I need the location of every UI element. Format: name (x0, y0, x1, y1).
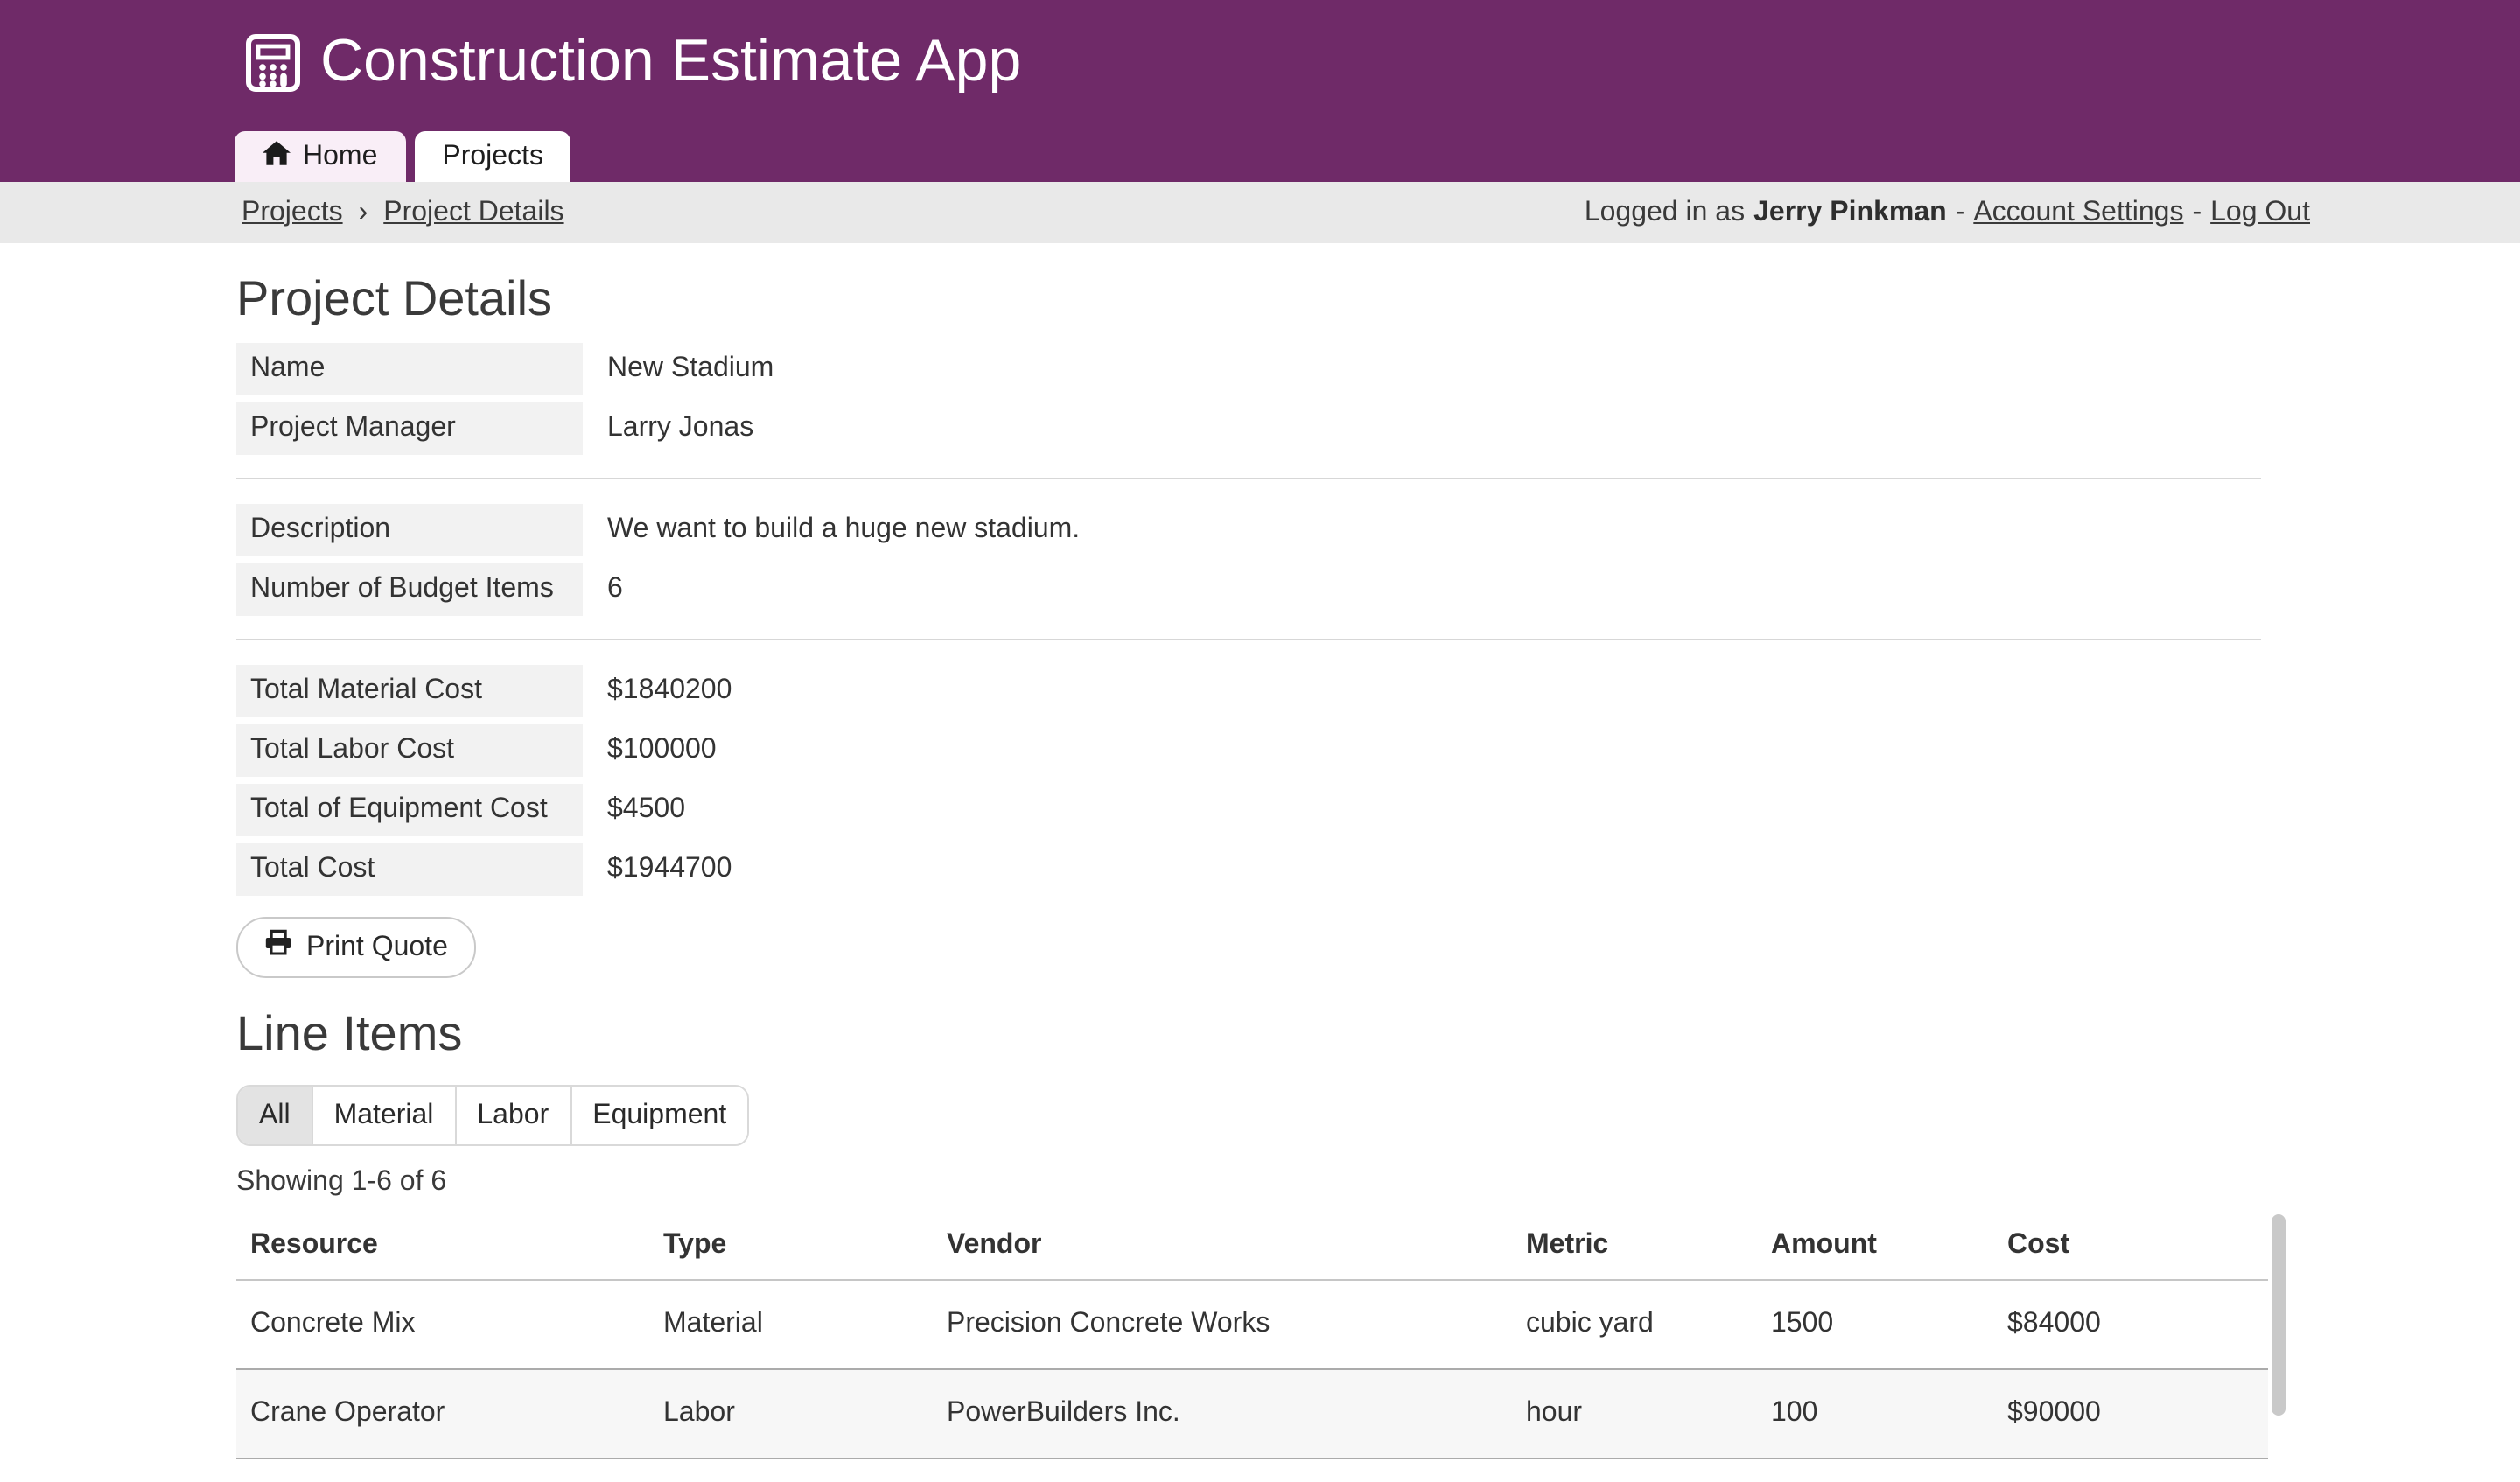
cell-resource: Crane Operator (236, 1369, 649, 1459)
home-icon (262, 139, 290, 174)
field-label: Name (236, 343, 583, 395)
field-value: 6 (607, 574, 623, 604)
cell-metric: cubic yard (1512, 1280, 1757, 1370)
breadcrumb-separator: › (358, 197, 368, 227)
cell-amount: 1500 (1757, 1280, 1993, 1370)
field-label: Description (236, 504, 583, 556)
field-row-budget-items: Number of Budget Items 6 (236, 563, 2520, 616)
cell-vendor: PowerBuilders Inc. (933, 1369, 1512, 1459)
line-items-title: Line Items (236, 1006, 463, 1060)
cell-amount: 100 (1757, 1369, 1993, 1459)
account-bar: Logged in as Jerry Pinkman - Account Set… (1585, 197, 2310, 228)
field-value: We want to build a huge new stadium. (607, 514, 1081, 544)
cell-cost: $84000 (1993, 1280, 2268, 1370)
column-header-cost: Cost (1993, 1213, 2268, 1281)
cell-cost: $90000 (1993, 1369, 2268, 1459)
line-items-scroll-area: Resource Type Vendor Metric Amount Cost … (236, 1213, 2286, 1459)
filter-all-button[interactable]: All (238, 1087, 313, 1144)
field-label: Total Labor Cost (236, 724, 583, 777)
field-value: $4500 (607, 794, 685, 824)
column-header-vendor: Vendor (933, 1213, 1512, 1281)
tab-home-label: Home (303, 141, 378, 171)
tab-home[interactable]: Home (234, 131, 406, 182)
table-row: Crane Operator Labor PowerBuilders Inc. … (236, 1369, 2268, 1459)
field-label: Total of Equipment Cost (236, 784, 583, 836)
tab-projects-label: Projects (442, 141, 543, 171)
logged-in-text: Logged in as (1584, 197, 1746, 227)
field-row-total-equipment-cost: Total of Equipment Cost $4500 (236, 784, 2520, 836)
printer-icon (264, 929, 292, 966)
filter-labor-button[interactable]: Labor (456, 1087, 572, 1144)
cell-type: Material (649, 1280, 933, 1370)
print-quote-label: Print Quote (306, 932, 448, 961)
field-row-description: Description We want to build a huge new … (236, 504, 2520, 556)
column-header-resource: Resource (236, 1213, 649, 1281)
table-header-row: Resource Type Vendor Metric Amount Cost (236, 1213, 2268, 1281)
field-label: Project Manager (236, 402, 583, 455)
vertical-scrollbar-thumb[interactable] (2272, 1214, 2286, 1416)
field-row-project-manager: Project Manager Larry Jonas (236, 402, 2520, 455)
field-label: Total Cost (236, 843, 583, 896)
field-value: New Stadium (607, 353, 774, 383)
page-title: Project Details (236, 271, 553, 325)
user-name: Jerry Pinkman (1754, 197, 1947, 227)
field-row-total-labor-cost: Total Labor Cost $100000 (236, 724, 2520, 777)
cell-metric: hour (1512, 1369, 1757, 1459)
column-header-amount: Amount (1757, 1213, 1993, 1281)
cell-vendor: Precision Concrete Works (933, 1280, 1512, 1370)
breadcrumb-projects-link[interactable]: Projects (242, 197, 343, 227)
filter-material-button[interactable]: Material (312, 1087, 457, 1144)
dash: - (1955, 197, 1965, 227)
main-content: Project Details Name New Stadium Project… (0, 271, 2520, 1459)
print-quote-button[interactable]: Print Quote (236, 917, 476, 978)
field-value: $1944700 (607, 854, 732, 884)
breadcrumb-project-details-link[interactable]: Project Details (383, 197, 564, 227)
calculator-icon (245, 32, 301, 92)
field-label: Total Material Cost (236, 665, 583, 717)
breadcrumb: Projects › Project Details (242, 197, 564, 228)
results-summary: Showing 1-6 of 6 (236, 1167, 447, 1197)
app-title: Construction Estimate App (320, 28, 1022, 94)
cell-resource: Concrete Mix (236, 1280, 649, 1370)
divider (236, 639, 2261, 640)
tab-projects[interactable]: Projects (414, 131, 571, 182)
column-header-type: Type (649, 1213, 933, 1281)
divider (236, 478, 2261, 479)
field-row-total-material-cost: Total Material Cost $1840200 (236, 665, 2520, 717)
brand: Construction Estimate App (0, 0, 2520, 96)
cell-type: Labor (649, 1369, 933, 1459)
app-header: Construction Estimate App Home Projects (0, 0, 2520, 182)
topbar: Projects › Project Details Logged in as … (0, 182, 2520, 243)
filter-equipment-button[interactable]: Equipment (571, 1087, 748, 1144)
column-header-metric: Metric (1512, 1213, 1757, 1281)
field-label: Number of Budget Items (236, 563, 583, 616)
account-settings-link[interactable]: Account Settings (1973, 197, 2184, 227)
dash: - (2192, 197, 2202, 227)
line-items-table: Resource Type Vendor Metric Amount Cost … (236, 1213, 2268, 1459)
field-value: $100000 (607, 735, 717, 765)
field-row-name: Name New Stadium (236, 343, 2520, 395)
field-value: Larry Jonas (607, 413, 754, 443)
logout-link[interactable]: Log Out (2210, 197, 2310, 227)
line-items-filter-group: All Material Labor Equipment (236, 1085, 750, 1146)
field-value: $1840200 (607, 675, 732, 705)
field-row-total-cost: Total Cost $1944700 (236, 843, 2520, 896)
table-row: Concrete Mix Material Precision Concrete… (236, 1280, 2268, 1370)
main-nav: Home Projects (234, 131, 571, 182)
